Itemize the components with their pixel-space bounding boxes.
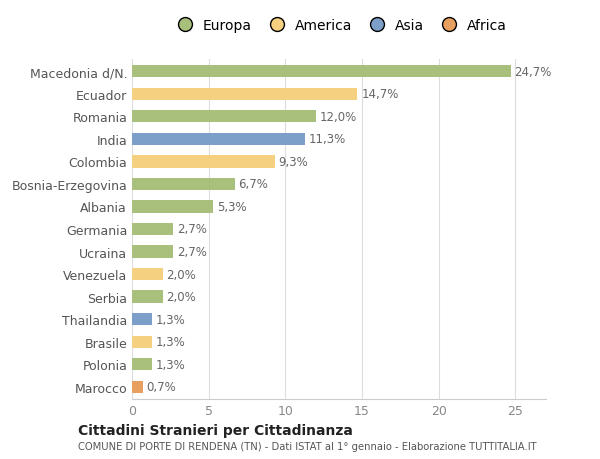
Bar xyxy=(132,336,152,348)
Text: COMUNE DI PORTE DI RENDENA (TN) - Dati ISTAT al 1° gennaio - Elaborazione TUTTIT: COMUNE DI PORTE DI RENDENA (TN) - Dati I… xyxy=(78,441,536,451)
Text: 1,3%: 1,3% xyxy=(156,313,185,326)
Bar xyxy=(132,88,358,101)
Text: 6,7%: 6,7% xyxy=(239,178,268,191)
Bar xyxy=(132,111,316,123)
Text: 11,3%: 11,3% xyxy=(309,133,346,146)
Text: 2,7%: 2,7% xyxy=(177,246,207,258)
Text: Cittadini Stranieri per Cittadinanza: Cittadini Stranieri per Cittadinanza xyxy=(78,423,353,437)
Text: 14,7%: 14,7% xyxy=(361,88,398,101)
Text: 2,0%: 2,0% xyxy=(167,268,196,281)
Bar xyxy=(132,313,152,326)
Bar xyxy=(132,381,143,393)
Text: 2,0%: 2,0% xyxy=(167,291,196,303)
Legend: Europa, America, Asia, Africa: Europa, America, Asia, Africa xyxy=(171,19,507,33)
Bar xyxy=(132,291,163,303)
Text: 2,7%: 2,7% xyxy=(177,223,207,236)
Bar xyxy=(132,179,235,190)
Bar xyxy=(132,156,275,168)
Text: 1,3%: 1,3% xyxy=(156,336,185,348)
Bar xyxy=(132,133,305,146)
Bar xyxy=(132,246,173,258)
Bar xyxy=(132,66,511,78)
Text: 12,0%: 12,0% xyxy=(320,111,357,123)
Bar xyxy=(132,358,152,371)
Text: 9,3%: 9,3% xyxy=(278,156,308,168)
Bar xyxy=(132,269,163,280)
Text: 24,7%: 24,7% xyxy=(515,66,552,78)
Bar xyxy=(132,224,173,235)
Text: 0,7%: 0,7% xyxy=(146,381,176,393)
Bar xyxy=(132,201,213,213)
Text: 1,3%: 1,3% xyxy=(156,358,185,371)
Text: 5,3%: 5,3% xyxy=(217,201,247,213)
